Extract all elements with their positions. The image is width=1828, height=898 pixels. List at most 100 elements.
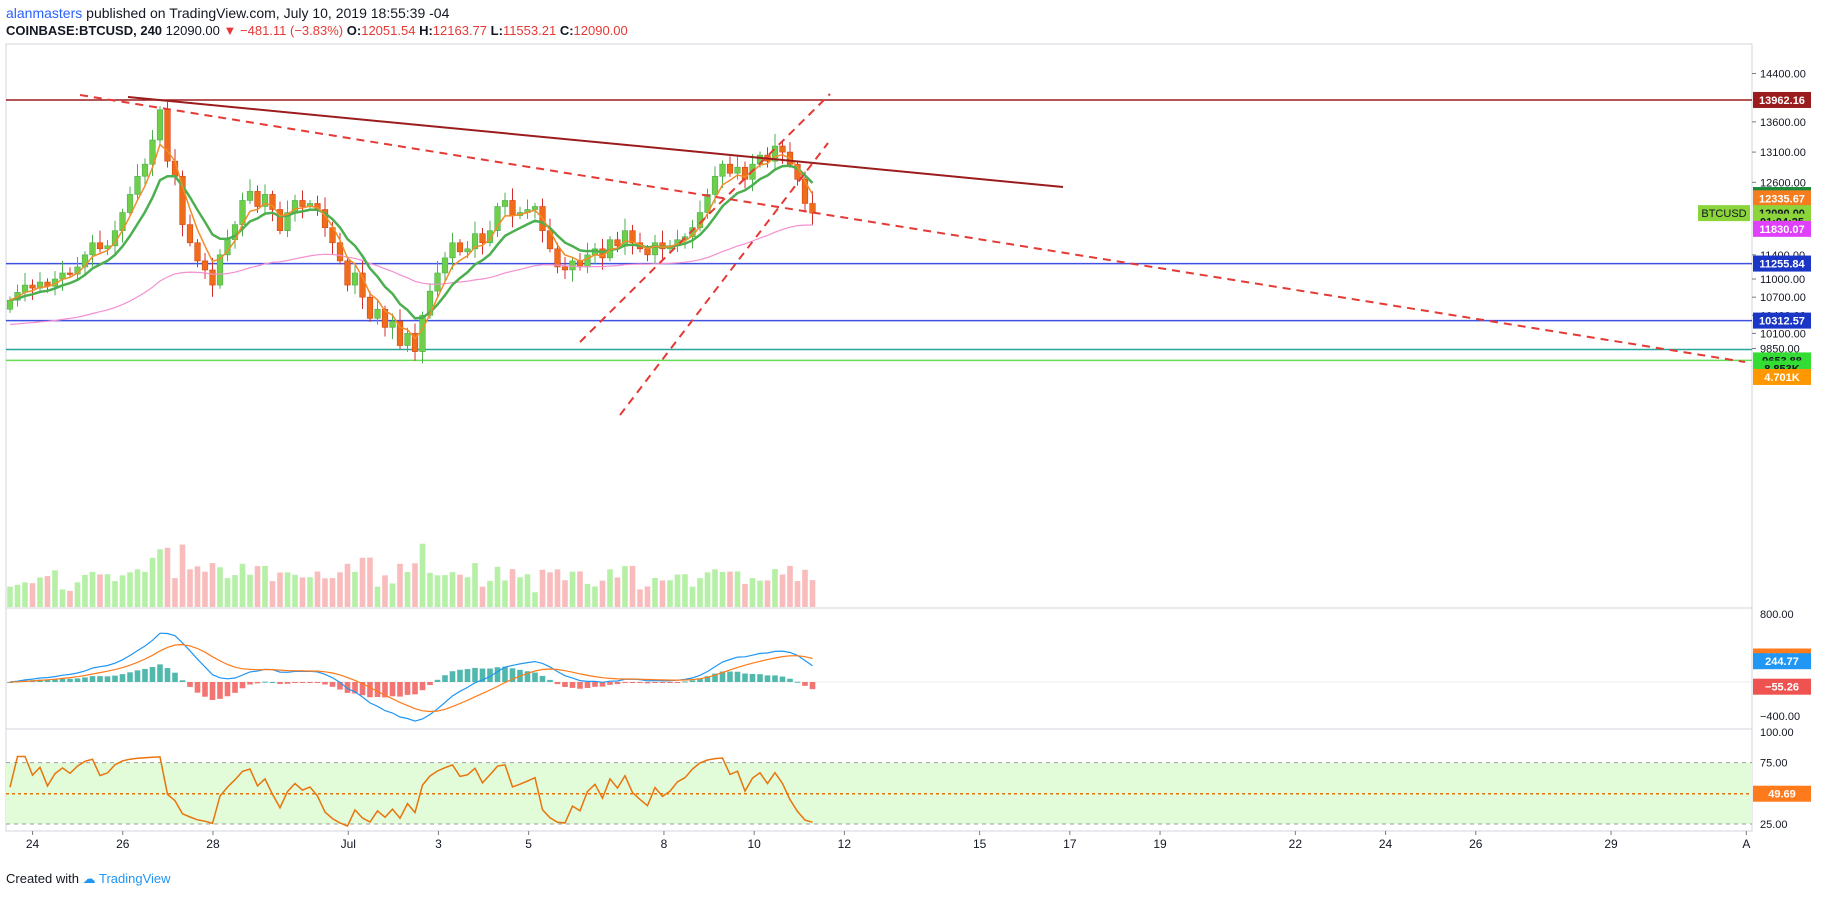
macd-histogram-bar: [794, 681, 801, 683]
volume-bar: [629, 565, 636, 607]
candle: [36, 281, 44, 289]
macd-histogram-bar: [247, 682, 253, 685]
price-tick-label: 11000.00: [1760, 274, 1805, 286]
macd-histogram-bar: [134, 670, 141, 682]
candle: [396, 321, 404, 346]
candle: [336, 242, 344, 262]
candle: [501, 200, 509, 207]
price-marker: [1753, 255, 1811, 272]
candle: [584, 254, 591, 268]
macd-histogram-bar: [727, 671, 733, 682]
price-marker: [1753, 91, 1811, 108]
macd-histogram-bar: [194, 682, 201, 693]
macd-histogram-bar: [307, 682, 313, 683]
macd-histogram-bar: [479, 668, 486, 682]
low-label: L:: [490, 23, 503, 38]
macd-histogram-bar: [89, 676, 96, 682]
time-tick-label: 24: [26, 837, 40, 851]
candle: [464, 248, 471, 253]
candle: [441, 257, 449, 274]
macd-histogram-bar: [742, 673, 748, 682]
volume-bar: [592, 586, 598, 607]
volume-bar: [539, 569, 546, 607]
macd-histogram-bar: [427, 682, 433, 685]
volume-bar: [52, 570, 58, 607]
rsi-marker-label: 49.69: [1768, 789, 1796, 801]
macd-histogram-bar: [322, 682, 328, 685]
volume-bar: [307, 577, 313, 607]
candle: [419, 314, 426, 352]
candle: [561, 266, 569, 271]
volume-bar: [314, 571, 321, 607]
macd-marker: [1753, 678, 1811, 695]
macd-histogram-bar: [97, 676, 103, 682]
time-tick-label: 8: [661, 837, 668, 851]
macd-histogram-bar: [82, 677, 88, 682]
open-label: O:: [346, 23, 362, 38]
volume-bar: [584, 583, 591, 607]
candle: [89, 242, 96, 256]
price-tick-label: 13100.00: [1760, 147, 1806, 159]
trendlines[interactable]: [79, 93, 1746, 416]
macd-histogram-bar: [382, 682, 388, 698]
author-link[interactable]: alanmasters: [6, 5, 83, 21]
macd-histogram-bar: [149, 667, 156, 682]
volume-bar: [164, 547, 171, 607]
macd-histogram-bar: [652, 682, 658, 683]
volume-bar: [284, 572, 291, 607]
volume-bar: [202, 571, 208, 607]
candle: [614, 239, 621, 247]
rsi-line: [9, 755, 813, 827]
candle: [261, 194, 269, 207]
candle: [351, 272, 359, 286]
volume-bar: [532, 592, 538, 607]
volume-bar: [802, 569, 808, 607]
macd-histogram-bar: [104, 676, 111, 682]
volume-bar: [224, 578, 231, 607]
macd-histogram-bar: [689, 680, 696, 682]
macd-histogram-bar: [704, 676, 711, 682]
time-axis[interactable]: 24 26 28 Jul 3 5 8 10 12 15 17 19 22 24 26 29 A: [26, 831, 1750, 851]
chart-frame: [5, 43, 1753, 832]
volume-bar: [494, 566, 501, 607]
macd-histogram-bar: [719, 671, 726, 682]
price-axis[interactable]: 14400.0013600.0013100.0012600.0011400.00…: [1752, 69, 1806, 832]
time-tick-label: 24: [1379, 837, 1393, 851]
rsi-pane: [6, 755, 1752, 827]
volume-bar: [404, 571, 411, 607]
volume-bar: [22, 582, 28, 607]
candle: [471, 233, 479, 250]
volume-bar: [419, 543, 426, 607]
candle: [381, 308, 389, 328]
price-marker: [1753, 368, 1811, 385]
tradingview-link[interactable]: TradingView: [99, 871, 171, 886]
volume-bar: [674, 574, 681, 607]
macd-histogram-bar: [329, 682, 336, 687]
macd-marker: [1753, 653, 1811, 670]
volume-bar: [757, 580, 763, 607]
macd-histogram-bar: [112, 675, 118, 682]
candle: [531, 206, 539, 210]
resistance-trendline: [127, 96, 1064, 188]
volume-bar: [277, 572, 283, 607]
candle: [726, 163, 734, 174]
candle: [179, 175, 186, 225]
candle: [449, 242, 456, 259]
macd-histogram-bar: [44, 679, 51, 682]
publish-info: published on TradingView.com, July 10, 2…: [86, 5, 450, 21]
volume-bar: [67, 590, 73, 607]
macd-histogram-bar: [449, 671, 456, 682]
macd-histogram-bar: [419, 682, 426, 691]
price-marker: [1753, 312, 1811, 329]
macd-histogram-bar: [487, 668, 493, 682]
volume-bar: [59, 589, 66, 607]
macd-histogram-bar: [554, 682, 561, 685]
volume-bar: [457, 574, 463, 607]
volume-bar: [734, 571, 741, 607]
created-with: Created with: [6, 871, 79, 886]
price-tick-label: 14400.00: [1760, 69, 1806, 81]
candle: [434, 272, 441, 292]
time-tick-label: Jul: [341, 837, 356, 851]
macd-histogram-bar: [614, 682, 621, 685]
